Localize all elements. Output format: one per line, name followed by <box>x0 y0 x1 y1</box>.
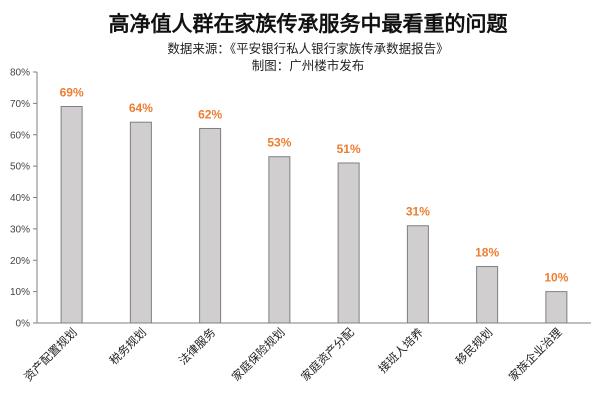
bar <box>545 291 568 324</box>
bar <box>476 266 499 324</box>
y-tick-label: 80% <box>10 68 30 79</box>
y-tick-label: 30% <box>10 224 30 235</box>
data-label: 62% <box>198 107 222 121</box>
y-tick-label: 70% <box>10 99 30 110</box>
bar <box>406 225 429 324</box>
data-label: 18% <box>475 246 499 260</box>
bar <box>199 127 222 324</box>
bar <box>337 162 360 324</box>
y-tick-label: 10% <box>10 287 30 298</box>
x-category-label: 税务规划 <box>107 325 149 367</box>
data-label: 10% <box>544 271 568 285</box>
bar <box>129 121 152 324</box>
x-category-label: 资产配置规划 <box>21 325 80 384</box>
data-label: 64% <box>129 101 153 115</box>
data-label: 53% <box>267 136 291 150</box>
bar <box>60 106 83 324</box>
data-source-subtitle: 数据来源：《平安银行私人银行家族传承数据报告》 <box>167 41 449 56</box>
x-category-label: 移民规划 <box>453 325 495 367</box>
x-category-label: 家庭资产分配 <box>298 325 357 384</box>
x-category-label: 家庭保险规划 <box>229 325 288 384</box>
chart-title: 高净值人群在家族传承服务中最看重的问题 <box>108 12 508 36</box>
y-tick-label: 0% <box>16 319 31 330</box>
data-label: 51% <box>337 142 361 156</box>
x-category-label: 接班人培养 <box>375 325 426 376</box>
y-tick-label: 50% <box>10 162 30 173</box>
data-label: 31% <box>406 205 430 219</box>
x-category-label: 家族企业治理 <box>506 325 565 384</box>
y-tick-label: 40% <box>10 193 30 204</box>
data-label: 69% <box>60 86 84 100</box>
y-tick-label: 60% <box>10 130 30 141</box>
bar <box>268 156 291 324</box>
y-tick-label: 20% <box>10 256 30 267</box>
chart-credit-subtitle: 制图：广州楼市发布 <box>251 58 365 73</box>
x-category-label: 法律服务 <box>176 325 219 368</box>
